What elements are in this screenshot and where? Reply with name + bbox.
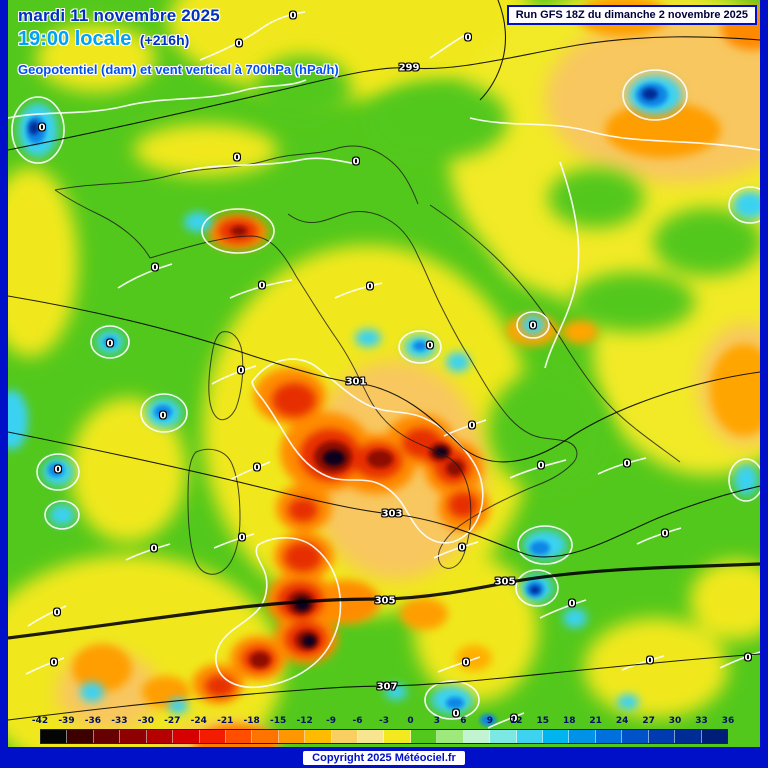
scale-value: 27 <box>642 716 655 726</box>
scale-value: 21 <box>589 716 602 726</box>
scale-color-cell <box>146 730 174 743</box>
time-row: 19:00 locale (+216h) <box>18 28 339 51</box>
scale-value: 9 <box>486 716 493 726</box>
green-patches-layer <box>255 56 760 490</box>
scale-value: 18 <box>562 716 576 726</box>
scale-color-cell <box>384 730 411 743</box>
scale-value: -3 <box>379 716 389 726</box>
scale-color-cell <box>278 730 306 743</box>
extreme-cores-layer <box>294 447 448 647</box>
scale-value: 15 <box>536 716 550 726</box>
scale-color-cell <box>225 730 253 743</box>
scale-value: 33 <box>695 716 708 726</box>
scale-value: -33 <box>111 716 128 726</box>
scale-color-cell <box>463 730 491 743</box>
copyright-text[interactable]: Copyright 2025 Météociel.fr <box>303 750 465 765</box>
scale-color-cell <box>252 730 279 743</box>
weather-map: 0 0 0 0 0 0 0 0 0 0 0 0 0 0 0 0 0 0 0 0 0 0 0 0 0 0 0 0 0 0 0 299 301 303… <box>8 0 760 747</box>
scale-value: -15 <box>270 716 287 726</box>
scale-color-bar <box>40 729 728 744</box>
scale-value: 6 <box>460 716 467 726</box>
scale-color-cell <box>701 730 727 743</box>
scale-color-cell <box>199 730 226 743</box>
scale-value: 24 <box>615 716 629 726</box>
scale-value: 36 <box>721 716 735 726</box>
coastlines-layer <box>54 145 681 575</box>
scale-value: 30 <box>668 716 682 726</box>
map-graphic <box>8 0 760 747</box>
scale-color-cell <box>410 730 438 743</box>
scale-value: -42 <box>31 716 49 726</box>
scale-color-cell <box>41 730 68 743</box>
scale-color-cell <box>622 730 649 743</box>
scale-color-cell <box>331 730 359 743</box>
scale-value: 12 <box>510 716 523 726</box>
scale-value: -36 <box>84 716 102 726</box>
scale-color-cell <box>358 730 385 743</box>
forecast-offset-text: (+216h) <box>139 32 190 48</box>
scale-color-cell <box>569 730 596 743</box>
scale-color-cell <box>516 730 544 743</box>
scale-value: -6 <box>352 716 363 726</box>
time-text: 19:00 locale <box>18 28 132 50</box>
scale-values-row: -42 -39 -36 -33 -30 -27 -24 -21 -18 -15 -12 -9 -6 -3 0… <box>32 716 734 729</box>
navy-cores-layer <box>29 88 658 594</box>
scale-color-cell <box>437 730 464 743</box>
scale-value: -12 <box>296 716 313 726</box>
cyan-blobs-layer <box>8 75 760 714</box>
vertical-velocity-contours-layer <box>8 11 760 729</box>
scale-value: -9 <box>326 716 337 726</box>
geopotential-lines-layer <box>8 0 760 721</box>
scale-color-cell <box>648 730 676 743</box>
scale-color-cell <box>490 730 517 743</box>
run-info-text: Run GFS 18Z du dimanche 2 novembre 2025 <box>515 9 748 21</box>
scale-color-cell <box>173 730 200 743</box>
scale-color-cell <box>595 730 623 743</box>
scale-color-cell <box>305 730 332 743</box>
subtitle-text: Geopotentiel (dam) et vent vertical à 70… <box>18 62 339 77</box>
scale-color-cell <box>543 730 570 743</box>
scale-color-cell <box>67 730 94 743</box>
color-scale: -42 -39 -36 -33 -30 -27 -24 -21 -18 -15 -12 -9 -6 -3 0… <box>32 716 734 744</box>
scale-color-cell <box>675 730 702 743</box>
scale-value: 0 <box>407 716 414 726</box>
scale-value: -27 <box>164 716 181 726</box>
bottom-border: Copyright 2025 Météociel.fr <box>0 747 768 768</box>
scale-color-cell <box>93 730 121 743</box>
map-header: mardi 11 novembre 2025 19:00 locale (+21… <box>18 6 339 77</box>
scale-color-cell <box>120 730 147 743</box>
scale-value: -24 <box>190 716 207 726</box>
scale-value: -30 <box>137 716 154 726</box>
scale-value: 3 <box>433 716 441 726</box>
scale-value: -39 <box>58 716 75 726</box>
run-info-box: Run GFS 18Z du dimanche 2 novembre 2025 <box>506 5 757 25</box>
scale-value: -18 <box>243 716 260 726</box>
date-text: mardi 11 novembre 2025 <box>18 6 220 25</box>
scale-value: -21 <box>217 716 234 726</box>
